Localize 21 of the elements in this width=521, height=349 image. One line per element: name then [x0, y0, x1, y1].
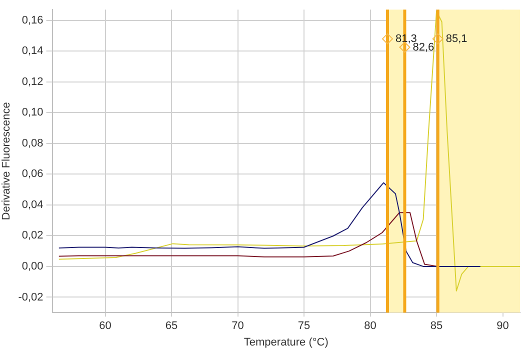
- x-tick-label: 90: [496, 320, 509, 332]
- y-tick-label: 0,12: [22, 76, 44, 88]
- y-axis-title: Derivative Fluorescence: [0, 102, 13, 220]
- y-tick-label: 0,16: [22, 14, 44, 26]
- x-tick-label: 65: [165, 320, 178, 332]
- annotation: 85,1: [446, 32, 468, 45]
- y-tick-label: 0,06: [22, 168, 44, 180]
- x-tick-label: 85: [430, 320, 443, 332]
- x-tick-label: 80: [364, 320, 376, 332]
- y-tick-label: 0,02: [22, 230, 44, 242]
- x-axis-title: Temperature (°C): [244, 336, 328, 348]
- y-tick-label: -0,02: [18, 291, 44, 304]
- y-tick-label: 0,10: [22, 106, 44, 119]
- y-tick-label: 0,00: [22, 260, 44, 272]
- y-tick-label: 0,14: [22, 45, 44, 58]
- annotation: 82,6: [412, 41, 434, 54]
- y-tick-label: 0,08: [22, 137, 44, 150]
- y-tick-label: 0,04: [22, 198, 44, 211]
- x-tick-label: 60: [99, 320, 112, 332]
- x-tick-label: 75: [298, 320, 310, 332]
- x-tick-label: 70: [232, 320, 244, 332]
